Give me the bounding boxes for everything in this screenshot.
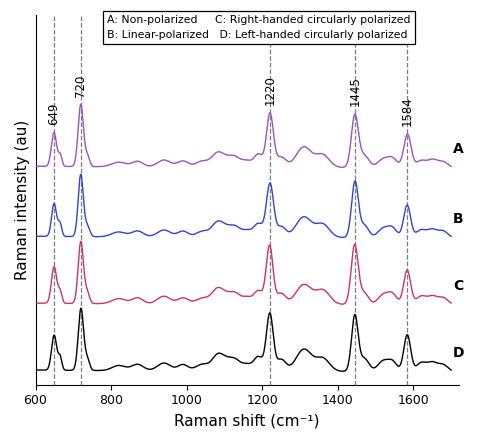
Text: A: A xyxy=(453,142,464,156)
Text: 1445: 1445 xyxy=(348,77,362,106)
Text: 1220: 1220 xyxy=(264,75,276,105)
Text: A: Non-polarized     C: Right-handed circularly polarized
B: Linear-polarized   : A: Non-polarized C: Right-handed circula… xyxy=(108,15,411,40)
Y-axis label: Raman intensity (au): Raman intensity (au) xyxy=(15,120,30,280)
Text: 1584: 1584 xyxy=(401,97,414,126)
Text: 649: 649 xyxy=(48,102,60,124)
Text: 720: 720 xyxy=(74,74,88,97)
Text: B: B xyxy=(453,212,464,226)
Text: D: D xyxy=(453,346,464,360)
Text: C: C xyxy=(453,279,464,293)
X-axis label: Raman shift (cm⁻¹): Raman shift (cm⁻¹) xyxy=(174,413,320,428)
